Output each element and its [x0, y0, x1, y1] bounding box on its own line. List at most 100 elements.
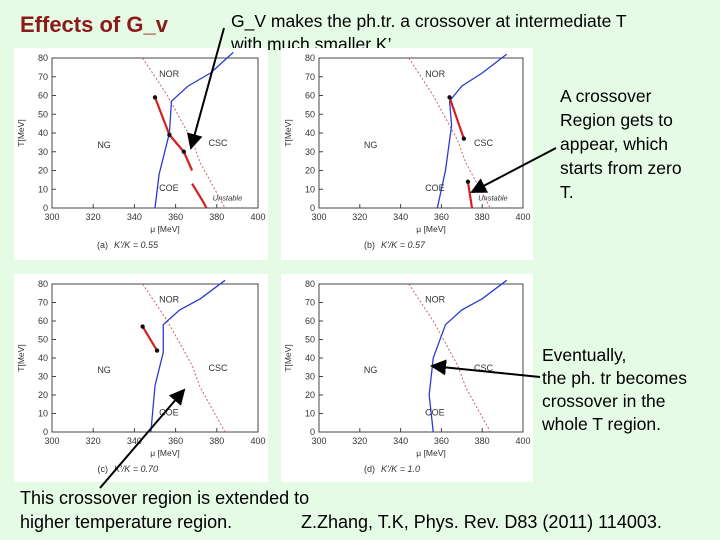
x-tick-label: 400 [515, 212, 530, 222]
x-tick-label: 360 [434, 436, 449, 446]
y-tick-label: 60 [305, 91, 315, 101]
region-label-coe: COE [425, 183, 445, 193]
x-tick-label: 300 [44, 436, 59, 446]
y-tick-label: 80 [38, 53, 48, 63]
coe-boundary-line [466, 181, 474, 209]
region-label-coe: COE [159, 407, 179, 417]
region-label-ng: NG [97, 365, 111, 375]
y-tick-label: 50 [38, 109, 48, 119]
x-axis-label: μ [MeV] [150, 224, 179, 234]
region-label-coe: COE [159, 183, 179, 193]
note-line: Eventually, [542, 345, 627, 365]
y-axis-label: T[MeV] [16, 344, 26, 371]
phase-diagram-d: 300 320 340 360 380 400 0 10 20 30 40 50 60 70 80 μ [Me… [281, 274, 533, 482]
y-axis-label: T[MeV] [283, 344, 293, 371]
x-axis-label: μ [MeV] [416, 448, 445, 458]
y-tick-label: 30 [305, 147, 315, 157]
crossover-line [436, 53, 508, 209]
phase-diagram-c: 300 320 340 360 380 400 0 10 20 30 40 50 60 70 80 μ [Me… [14, 274, 268, 482]
region-label-csc: CSC [209, 363, 229, 373]
note-line: Region gets to [560, 110, 673, 130]
x-tick-label: 360 [434, 212, 449, 222]
x-tick-label: 320 [352, 212, 367, 222]
region-label-ng: NG [364, 140, 378, 150]
x-tick-label: 320 [86, 212, 101, 222]
caption-letter: (a) [97, 240, 108, 250]
critical-point [181, 149, 187, 154]
y-axis-label: T[MeV] [283, 119, 293, 146]
critical-point [461, 136, 467, 141]
x-axis-label: μ [MeV] [416, 224, 445, 234]
y-tick-label: 70 [305, 72, 315, 82]
y-tick-label: 0 [310, 427, 315, 437]
bottom-note-line: This crossover region is extended to [20, 488, 310, 508]
crossover-line [428, 279, 508, 433]
phase-diagram-a: 300 320 340 360 380 400 0 10 20 30 40 50 60 70 80 μ [Me… [14, 48, 268, 260]
spinodal-line [142, 283, 226, 433]
region-label-csc: CSC [474, 363, 494, 373]
y-tick-label: 60 [38, 316, 48, 326]
caption-ratio: K′/K = 0.55 [114, 240, 159, 250]
y-tick-label: 20 [38, 166, 48, 176]
y-tick-label: 30 [305, 372, 315, 382]
arrow-to-crossover-b [470, 147, 557, 193]
y-tick-label: 50 [305, 335, 315, 345]
x-axis-label: μ [MeV] [150, 448, 179, 458]
arrow-to-crossover-a [186, 27, 225, 150]
y-tick-label: 80 [305, 279, 315, 289]
y-tick-label: 40 [305, 128, 315, 138]
y-tick-label: 10 [38, 409, 48, 419]
x-tick-label: 380 [209, 436, 224, 446]
critical-point [167, 132, 172, 138]
y-tick-label: 20 [305, 390, 315, 400]
y-tick-label: 40 [38, 128, 48, 138]
y-tick-label: 10 [305, 184, 315, 194]
spinodal-line [142, 57, 226, 209]
crossover-line [150, 279, 226, 433]
first-order-line [153, 96, 194, 171]
phase-diagram-b: 300 320 340 360 380 400 0 10 20 30 40 50 60 70 80 μ [Me… [281, 48, 533, 260]
x-tick-label: 340 [127, 436, 142, 446]
citation: Z.Zhang, T.K, Phys. Rev. D83 (2011) 1140… [301, 512, 662, 532]
x-tick-label: 320 [86, 436, 101, 446]
y-tick-label: 0 [43, 203, 48, 213]
y-tick-label: 10 [305, 409, 315, 419]
y-tick-label: 70 [38, 72, 48, 82]
caption-ratio: K′/K = 1.0 [381, 464, 420, 474]
critical-point [447, 95, 452, 100]
note-line: crossover in the [542, 391, 666, 411]
slide-title: Effects of G_v [20, 12, 168, 37]
top-note-line: G_V makes the ph.tr. a crossover at inte… [231, 11, 627, 31]
caption-ratio: K′/K = 0.57 [381, 240, 426, 250]
region-label-nor: NOR [159, 295, 180, 305]
first-order-line [448, 97, 465, 139]
region-label-unstable: Unstable [213, 194, 243, 203]
note-line: T. [560, 182, 574, 202]
region-label-unstable: Unstable [478, 194, 508, 203]
first-order-line [141, 325, 159, 352]
x-tick-label: 380 [209, 212, 224, 222]
caption-letter: (b) [364, 240, 375, 250]
x-tick-label: 400 [515, 436, 530, 446]
region-label-nor: NOR [425, 295, 446, 305]
x-tick-label: 300 [311, 436, 326, 446]
x-tick-label: 300 [44, 212, 59, 222]
x-tick-label: 380 [475, 436, 490, 446]
x-tick-label: 400 [250, 436, 265, 446]
note-line: whole T region. [542, 414, 662, 434]
caption-letter: (d) [364, 464, 375, 474]
critical-point [154, 348, 160, 353]
region-label-nor: NOR [425, 69, 446, 79]
spinodal-line [408, 283, 491, 433]
right-note-crossover: A crossover Region gets to appear, which… [560, 84, 682, 204]
caption-ratio: K′/K = 0.70 [114, 464, 158, 474]
critical-point [465, 179, 471, 184]
y-tick-label: 50 [38, 335, 48, 345]
x-tick-label: 320 [352, 436, 367, 446]
x-tick-label: 360 [168, 436, 183, 446]
x-tick-label: 340 [393, 436, 408, 446]
y-tick-label: 40 [38, 353, 48, 363]
arrow-to-crossover-d [430, 359, 541, 378]
x-tick-label: 360 [168, 212, 183, 222]
